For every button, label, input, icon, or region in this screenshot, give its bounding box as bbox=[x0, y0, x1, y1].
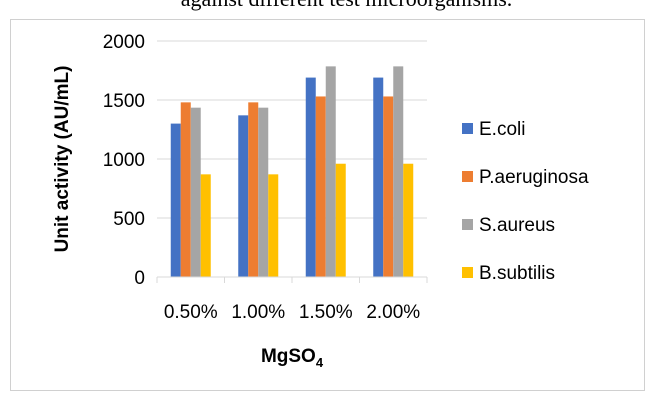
bar-s-aureus-2 bbox=[258, 107, 269, 277]
legend-label: S.aureus bbox=[479, 215, 555, 236]
bar-e-coli-3 bbox=[305, 77, 316, 277]
legend-label: B.subtilis bbox=[479, 263, 555, 284]
y-tick-label: 0 bbox=[134, 268, 145, 289]
legend-swatch bbox=[462, 267, 473, 278]
bar-p-aeruginosa-2 bbox=[248, 102, 259, 277]
bar-e-coli-4 bbox=[373, 77, 384, 277]
x-tick-label: 1.50% bbox=[299, 302, 353, 323]
y-tick-label: 500 bbox=[113, 209, 145, 230]
bar-chart: 0 500 1000 1500 2000 0.50% 1.00% 1.50% 2.00% E.c… bbox=[52, 32, 589, 370]
y-axis-title: Unit activity (AU/mL) bbox=[52, 66, 73, 253]
bar-b-subtilis-4 bbox=[403, 163, 414, 277]
legend-swatch bbox=[462, 171, 473, 182]
chart-area: 0 500 1000 1500 2000 0.50% 1.00% 1.50% 2.00% E.c… bbox=[10, 19, 645, 391]
legend-swatch bbox=[462, 219, 473, 230]
y-tick-label: 2000 bbox=[103, 32, 145, 53]
bar-e-coli-2 bbox=[238, 115, 249, 277]
legend-label: E.coli bbox=[479, 119, 525, 140]
bars bbox=[170, 66, 414, 278]
bar-b-subtilis-3 bbox=[335, 163, 346, 277]
bar-p-aeruginosa-4 bbox=[383, 96, 394, 278]
x-tick-label: 2.00% bbox=[366, 302, 420, 323]
bar-e-coli-1 bbox=[170, 123, 181, 277]
bar-b-subtilis-1 bbox=[200, 174, 211, 277]
legend-label: P.aeruginosa bbox=[479, 167, 589, 188]
axes: 0 500 1000 1500 2000 0.50% 1.00% 1.50% 2.00% bbox=[103, 32, 428, 323]
x-tick-label: 1.00% bbox=[231, 302, 285, 323]
bar-p-aeruginosa-3 bbox=[315, 96, 326, 278]
legend-swatch bbox=[462, 123, 473, 134]
x-axis-title-main: MgSO bbox=[261, 346, 316, 367]
y-tick-label: 1500 bbox=[103, 91, 145, 112]
x-tick-label: 0.50% bbox=[164, 302, 218, 323]
x-axis-title: MgSO4 bbox=[261, 346, 324, 370]
bar-p-aeruginosa-1 bbox=[180, 102, 191, 277]
bar-b-subtilis-2 bbox=[268, 174, 279, 277]
bar-s-aureus-3 bbox=[325, 66, 336, 277]
bar-s-aureus-1 bbox=[190, 107, 201, 277]
figure-caption: against different test microorganisms. bbox=[0, 0, 653, 26]
legend: E.coli P.aeruginosa S.aureus B.subtilis bbox=[462, 119, 589, 284]
y-tick-label: 1000 bbox=[103, 150, 145, 171]
bar-s-aureus-4 bbox=[393, 66, 404, 277]
x-axis-title-subscript: 4 bbox=[316, 355, 324, 370]
